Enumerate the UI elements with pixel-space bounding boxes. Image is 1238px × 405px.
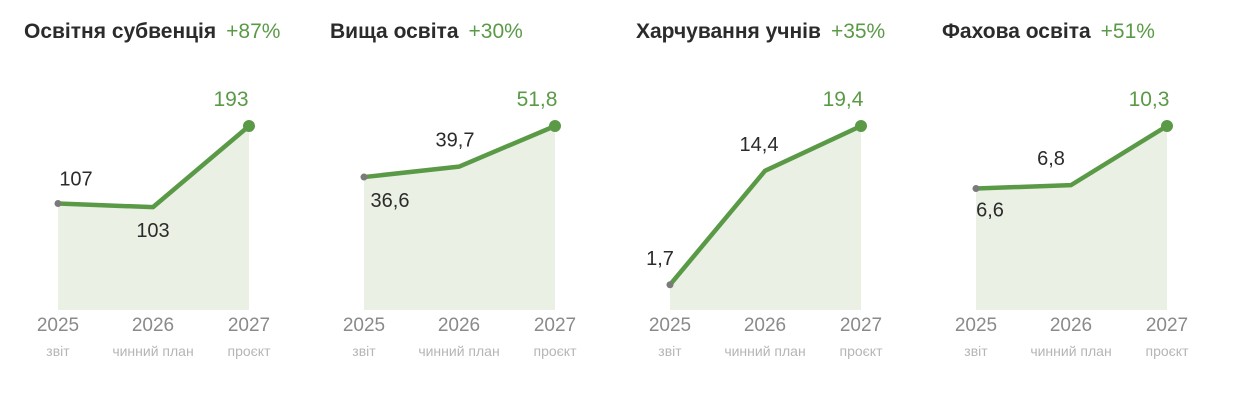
start-point — [54, 200, 62, 208]
data-label: 103 — [136, 220, 169, 242]
area-fill — [364, 126, 555, 310]
end-point — [549, 120, 561, 132]
end-point — [243, 120, 255, 132]
area-fill — [58, 126, 249, 310]
start-point — [360, 173, 368, 181]
x-tick-label: 2027 — [1146, 315, 1188, 336]
data-label: 193 — [213, 88, 248, 111]
chart-svg: 6,6 6,8 10,3 2025 звіт 2026 чинний план 2027 про… — [955, 88, 1190, 359]
x-tick-note: проєкт — [228, 343, 272, 359]
data-label: 14,4 — [740, 134, 779, 156]
chart-title: Вища освіта — [330, 20, 459, 43]
x-tick-label: 2025 — [343, 315, 385, 336]
chart-svg: 107 103 193 2025 звіт 2026 чинний план 2027 проє… — [37, 88, 272, 359]
x-tick-label: 2026 — [132, 315, 174, 336]
data-label: 1,7 — [646, 248, 674, 270]
change-badge: +51% — [1100, 20, 1155, 43]
x-tick-note: звіт — [964, 343, 988, 359]
start-point — [666, 281, 674, 289]
chart-svg: 36,6 39,7 51,8 2025 звіт 2026 чинний план 2027 п… — [343, 88, 578, 359]
start-point — [972, 185, 980, 193]
data-label: 19,4 — [823, 88, 864, 111]
change-badge: +35% — [830, 20, 886, 43]
change-badge: +30% — [468, 20, 523, 43]
chart-title-row: Освітня субвенція +87% — [24, 20, 280, 44]
x-tick-note: проєкт — [534, 343, 578, 359]
change-badge: +87% — [226, 20, 281, 43]
series-line — [973, 123, 1170, 191]
x-tick-note: звіт — [658, 343, 682, 359]
chart-panel-kharchuvannia-uchniv: Харчування учнів +35% 1,7 14,4 19,4 2025 звіт… — [612, 0, 918, 405]
data-label: 6,6 — [976, 200, 1004, 222]
data-label: 107 — [59, 169, 92, 191]
chart-title-row: Вища освіта +30% — [330, 20, 523, 44]
end-point — [1161, 120, 1173, 132]
chart-title-row: Харчування учнів +35% — [636, 20, 885, 44]
x-tick-note: проєкт — [840, 343, 884, 359]
x-tick-note: звіт — [46, 343, 70, 359]
chart-panel-fakhova-osvita: Фахова освіта +51% 6,6 6,8 10,3 2025 звіт 2026… — [918, 0, 1224, 405]
series-line — [667, 123, 864, 288]
chart-panel-osvitnia-subventsiia: Освітня субвенція +87% 107 103 193 2025 звіт 2… — [0, 0, 306, 405]
chart-title: Освітня субвенція — [24, 20, 217, 43]
x-tick-label: 2025 — [649, 315, 691, 336]
area-fill — [670, 126, 861, 310]
series-line — [361, 123, 558, 180]
x-tick-label: 2027 — [534, 315, 576, 336]
x-tick-note: чинний план — [112, 343, 193, 359]
x-tick-note: чинний план — [1030, 343, 1111, 359]
data-label: 36,6 — [371, 190, 410, 212]
x-tick-note: чинний план — [418, 343, 499, 359]
end-point — [855, 120, 867, 132]
x-tick-label: 2026 — [1050, 315, 1092, 336]
chart-title: Фахова освіта — [942, 20, 1091, 43]
x-tick-label: 2026 — [438, 315, 480, 336]
data-label: 39,7 — [436, 130, 475, 152]
data-label: 6,8 — [1037, 148, 1065, 170]
x-tick-label: 2026 — [744, 315, 786, 336]
x-tick-label: 2027 — [840, 315, 882, 336]
x-tick-note: звіт — [352, 343, 376, 359]
x-tick-label: 2027 — [228, 315, 270, 336]
series-line — [55, 123, 252, 210]
x-tick-label: 2025 — [37, 315, 79, 336]
data-label: 10,3 — [1129, 88, 1170, 111]
x-tick-label: 2025 — [955, 315, 997, 336]
chart-svg: 1,7 14,4 19,4 2025 звіт 2026 чинний план 2027 пр… — [646, 88, 884, 359]
chart-panel-vyshcha-osvita: Вища освіта +30% 36,6 39,7 51,8 2025 звіт 2026… — [306, 0, 612, 405]
data-label: 51,8 — [517, 88, 558, 111]
x-tick-note: проєкт — [1146, 343, 1190, 359]
area-fill — [976, 126, 1167, 310]
x-tick-note: чинний план — [724, 343, 805, 359]
chart-title-row: Фахова освіта +51% — [942, 20, 1155, 44]
chart-title: Харчування учнів — [636, 20, 821, 43]
